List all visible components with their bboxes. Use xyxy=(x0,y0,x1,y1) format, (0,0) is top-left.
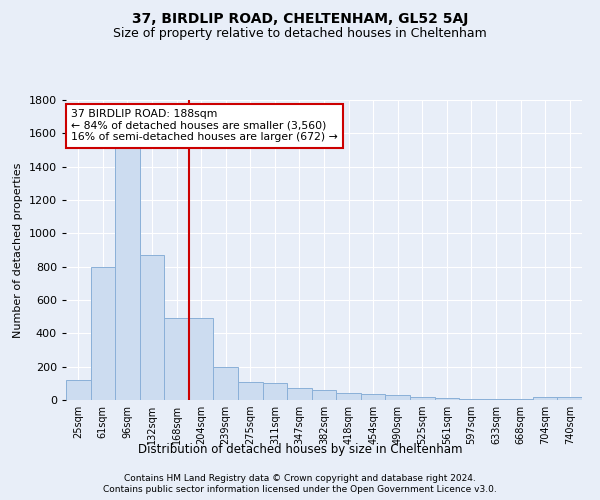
Bar xyxy=(459,398,484,400)
Bar xyxy=(508,399,533,400)
Bar xyxy=(385,395,410,400)
Bar xyxy=(214,366,238,400)
Bar xyxy=(66,380,91,400)
Bar xyxy=(410,396,434,400)
Bar xyxy=(361,394,385,400)
Bar xyxy=(484,399,508,400)
Bar xyxy=(434,398,459,400)
Bar xyxy=(238,382,263,400)
Bar xyxy=(336,394,361,400)
Text: Contains HM Land Registry data © Crown copyright and database right 2024.: Contains HM Land Registry data © Crown c… xyxy=(124,474,476,483)
Y-axis label: Number of detached properties: Number of detached properties xyxy=(13,162,23,338)
Bar xyxy=(287,388,312,400)
Bar xyxy=(164,318,189,400)
Text: Size of property relative to detached houses in Cheltenham: Size of property relative to detached ho… xyxy=(113,28,487,40)
Bar xyxy=(533,396,557,400)
Bar xyxy=(263,382,287,400)
Text: Distribution of detached houses by size in Cheltenham: Distribution of detached houses by size … xyxy=(138,442,462,456)
Bar xyxy=(312,390,336,400)
Text: 37, BIRDLIP ROAD, CHELTENHAM, GL52 5AJ: 37, BIRDLIP ROAD, CHELTENHAM, GL52 5AJ xyxy=(132,12,468,26)
Text: 37 BIRDLIP ROAD: 188sqm
← 84% of detached houses are smaller (3,560)
16% of semi: 37 BIRDLIP ROAD: 188sqm ← 84% of detache… xyxy=(71,109,338,142)
Bar xyxy=(557,396,582,400)
Bar xyxy=(189,318,214,400)
Bar xyxy=(115,146,140,400)
Bar xyxy=(140,255,164,400)
Bar xyxy=(91,266,115,400)
Text: Contains public sector information licensed under the Open Government Licence v3: Contains public sector information licen… xyxy=(103,485,497,494)
